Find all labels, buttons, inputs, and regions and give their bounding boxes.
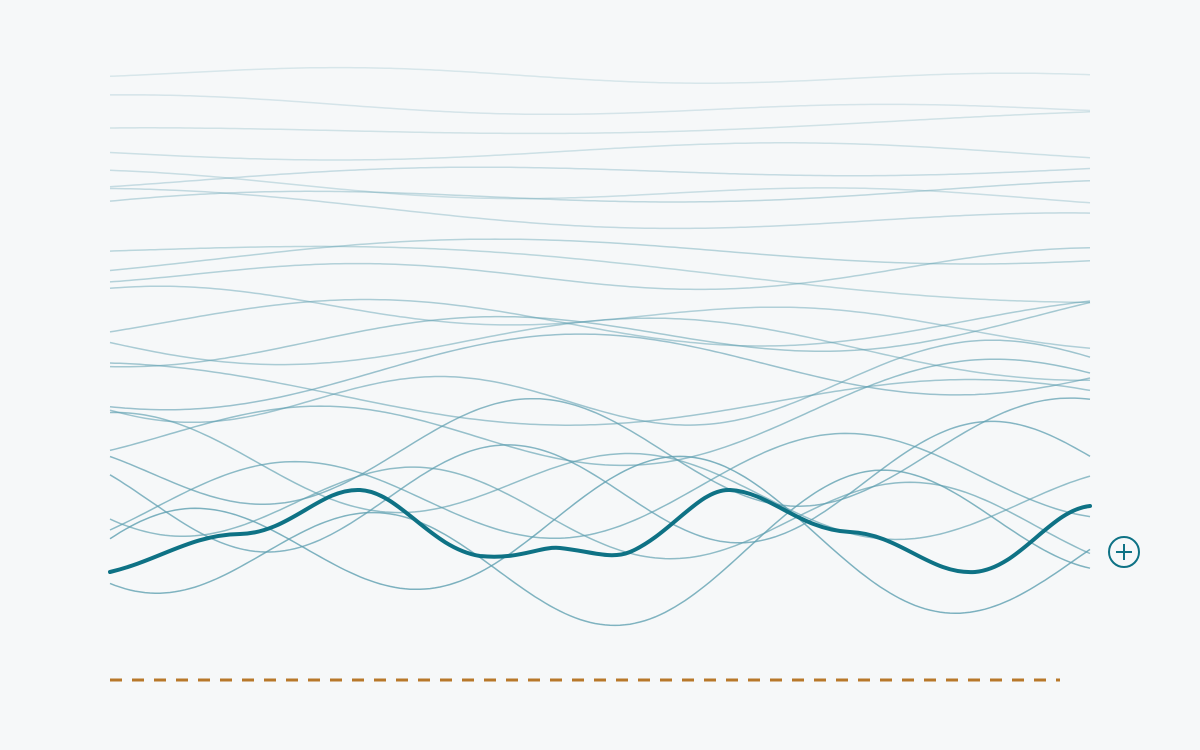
background-wave xyxy=(109,362,1091,426)
background-wave xyxy=(109,238,1091,272)
background-wave xyxy=(109,142,1091,161)
background-wave xyxy=(109,432,1091,540)
background-wave xyxy=(109,455,1091,614)
background-wave xyxy=(109,298,1091,347)
background-wave xyxy=(109,247,1091,291)
wave-group xyxy=(109,66,1091,627)
background-wave xyxy=(110,187,1091,230)
background-wave xyxy=(109,333,1091,411)
background-wave xyxy=(109,179,1091,203)
background-wave xyxy=(110,111,1091,135)
background-wave xyxy=(109,339,1091,426)
background-wave xyxy=(109,166,1091,188)
background-wave xyxy=(109,66,1091,84)
background-wave xyxy=(109,245,1090,304)
background-wave xyxy=(109,411,1091,541)
background-wave xyxy=(109,466,1091,560)
background-wave xyxy=(109,301,1091,368)
add-button[interactable] xyxy=(1108,536,1140,568)
background-wave xyxy=(109,469,1091,627)
highlighted-wave xyxy=(108,487,1092,575)
background-wave xyxy=(109,358,1091,467)
add-button-circle[interactable] xyxy=(1108,536,1140,568)
background-wave xyxy=(109,420,1091,553)
background-wave xyxy=(109,169,1091,204)
background-wave xyxy=(110,94,1091,116)
background-wave xyxy=(109,317,1090,382)
background-wave xyxy=(109,397,1091,507)
